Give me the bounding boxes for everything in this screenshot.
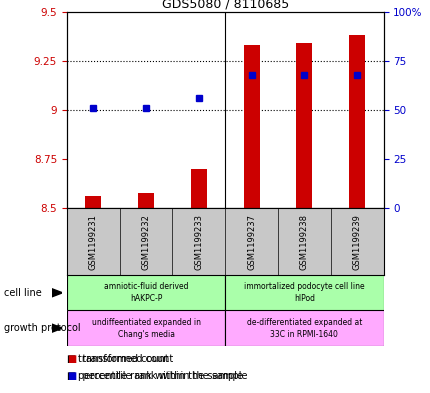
Text: amniotic-fluid derived
hAKPC-P: amniotic-fluid derived hAKPC-P (104, 283, 188, 303)
Bar (348, 35, 364, 208)
Text: GSM1199232: GSM1199232 (141, 214, 150, 270)
Text: de-differentiated expanded at
33C in RPMI-1640: de-differentiated expanded at 33C in RPM… (246, 318, 361, 338)
Text: ■: ■ (67, 371, 76, 381)
Bar (85, 196, 101, 208)
Text: immortalized podocyte cell line
hIPod: immortalized podocyte cell line hIPod (243, 283, 364, 303)
Bar (225, 310, 383, 346)
Text: ■: ■ (67, 354, 76, 364)
Text: GSM1199231: GSM1199231 (89, 214, 98, 270)
Bar (67, 275, 225, 310)
Bar (296, 43, 312, 208)
Text: ■  transformed count: ■ transformed count (67, 354, 173, 364)
Bar (243, 45, 259, 208)
Text: ■  percentile rank within the sample: ■ percentile rank within the sample (67, 371, 247, 381)
Text: transformed count: transformed count (77, 354, 168, 364)
Text: GSM1199233: GSM1199233 (194, 214, 203, 270)
Title: GDS5080 / 8110685: GDS5080 / 8110685 (161, 0, 288, 11)
Text: percentile rank within the sample: percentile rank within the sample (77, 371, 242, 381)
Bar (190, 169, 206, 208)
Text: GSM1199237: GSM1199237 (246, 214, 255, 270)
Bar (138, 193, 154, 208)
Text: cell line: cell line (4, 288, 42, 298)
Text: GSM1199238: GSM1199238 (299, 214, 308, 270)
Polygon shape (52, 288, 62, 297)
Text: growth protocol: growth protocol (4, 323, 81, 333)
Text: undiffeentiated expanded in
Chang's media: undiffeentiated expanded in Chang's medi… (91, 318, 200, 338)
Text: GSM1199239: GSM1199239 (352, 214, 361, 270)
Polygon shape (52, 324, 62, 332)
Bar (225, 275, 383, 310)
Bar (67, 310, 225, 346)
